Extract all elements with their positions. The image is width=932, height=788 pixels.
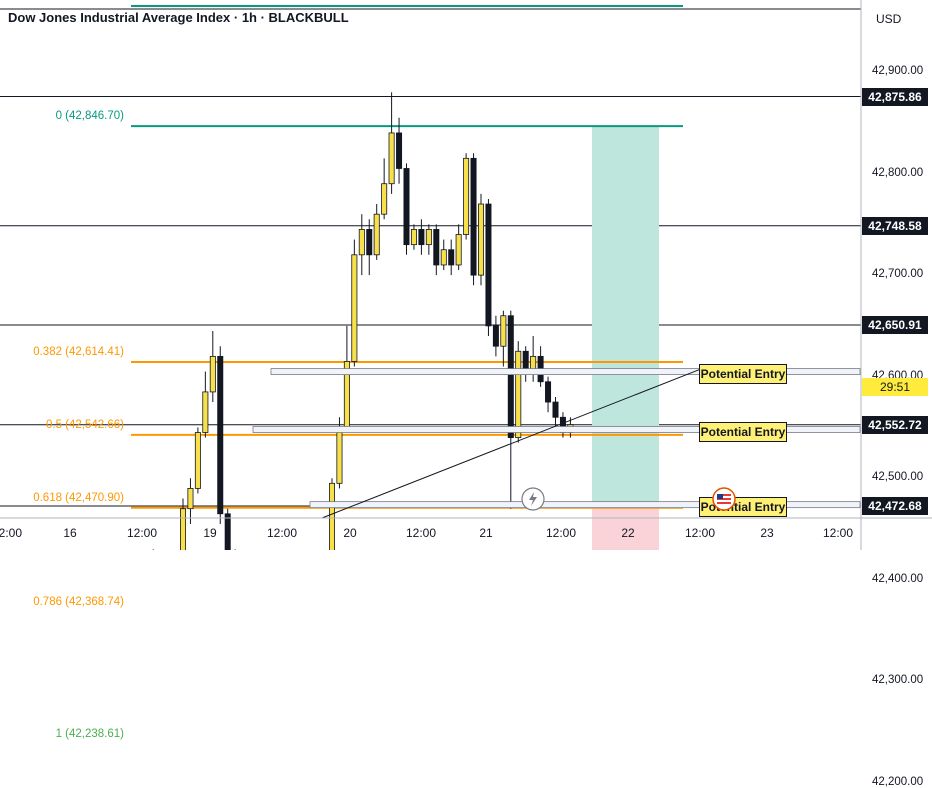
price-tag: 42,748.58: [862, 216, 928, 235]
candle-body: [448, 249, 455, 266]
time-axis-tick: 22: [621, 526, 635, 540]
candle-body: [425, 229, 432, 246]
candle-body: [388, 132, 395, 185]
candle-body: [477, 203, 484, 276]
candle-body: [485, 203, 492, 327]
candle-body: [470, 157, 477, 276]
candle-body: [194, 432, 201, 489]
candle-body: [455, 234, 462, 266]
price-axis-tick: 42,900.00: [872, 65, 924, 77]
candle-body: [351, 254, 358, 362]
entry-band: [270, 368, 861, 376]
candle-body: [328, 482, 335, 550]
price-axis-tick: 42,300.00: [872, 674, 924, 687]
candle-body: [433, 229, 440, 266]
time-axis-tick: 12:00: [684, 526, 716, 540]
candle-body: [373, 213, 380, 256]
stop-zone: [592, 507, 659, 550]
fib-level-label: 0.382 (42,614.41): [33, 346, 124, 359]
price-axis-tick: 42,400.00: [872, 572, 924, 585]
candle-body: [492, 325, 499, 347]
candle-body: [440, 249, 447, 266]
lightning-icon[interactable]: [520, 486, 546, 517]
price-axis-tick: 42,700.00: [872, 268, 924, 281]
time-axis-tick: 12:00: [545, 526, 577, 540]
candle-body: [381, 183, 388, 215]
price-tag: 42,875.86: [862, 87, 928, 106]
time-axis-tick: 12:00: [0, 526, 23, 540]
chart-title: Dow Jones Industrial Average Index · 1h …: [8, 10, 349, 25]
price-chart[interactable]: [0, 0, 932, 550]
candle-body: [418, 229, 425, 246]
candle-body: [515, 350, 522, 439]
price-tag: 42,552.72: [862, 415, 928, 434]
entry-band: [309, 501, 861, 509]
time-axis-tick: 12:00: [405, 526, 437, 540]
candle-body: [552, 401, 559, 418]
candle-body: [217, 355, 224, 515]
candle-body: [358, 229, 365, 256]
candle-body: [545, 381, 552, 403]
price-tag: 42,472.68: [862, 496, 928, 515]
fib-level-label: 1 (42,238.61): [55, 727, 124, 740]
candle-body: [366, 229, 373, 256]
fib-level-label: 0.5 (42,542.66): [45, 418, 124, 431]
us-flag-icon[interactable]: [711, 486, 737, 517]
fib-level-label: 0.618 (42,470.90): [33, 491, 124, 504]
candle-body: [179, 508, 186, 550]
time-axis-tick: 16: [63, 526, 77, 540]
candle-body: [403, 168, 410, 246]
time-axis-tick: 23: [760, 526, 774, 540]
candle-body: [202, 391, 209, 433]
fib-level-label: 0 (42,846.70): [55, 110, 124, 123]
time-axis-tick: 12:00: [822, 526, 854, 540]
candle-body: [336, 427, 343, 484]
fib-level-label: 0.786 (42,368.74): [33, 595, 124, 608]
time-axis-tick: 12:00: [266, 526, 298, 540]
time-axis-tick: 20: [343, 526, 357, 540]
entry-band: [252, 426, 861, 433]
potential-entry-label[interactable]: Potential Entry: [699, 421, 787, 442]
candle-body: [507, 315, 514, 439]
target-zone: [592, 126, 659, 508]
candle-body: [500, 315, 507, 347]
time-axis-tick: 21: [479, 526, 493, 540]
candle-body: [463, 157, 470, 235]
time-axis-tick: 19: [203, 526, 217, 540]
time-axis-tick: 12:00: [126, 526, 158, 540]
candle-body: [187, 487, 194, 510]
candle-body: [410, 229, 417, 246]
candle-body: [224, 513, 231, 550]
price-axis-tick: 42,500.00: [872, 471, 924, 484]
potential-entry-label[interactable]: Potential Entry: [699, 363, 787, 384]
price-axis-tick: 42,200.00: [872, 775, 924, 788]
price-axis-tick: 42,800.00: [872, 166, 924, 179]
countdown-tag: 29:51: [862, 377, 928, 396]
currency-label[interactable]: USD: [876, 12, 902, 26]
candle-body: [396, 132, 403, 169]
candle-body: [209, 355, 216, 393]
price-tag: 42,650.91: [862, 315, 928, 334]
trendline: [321, 368, 703, 519]
